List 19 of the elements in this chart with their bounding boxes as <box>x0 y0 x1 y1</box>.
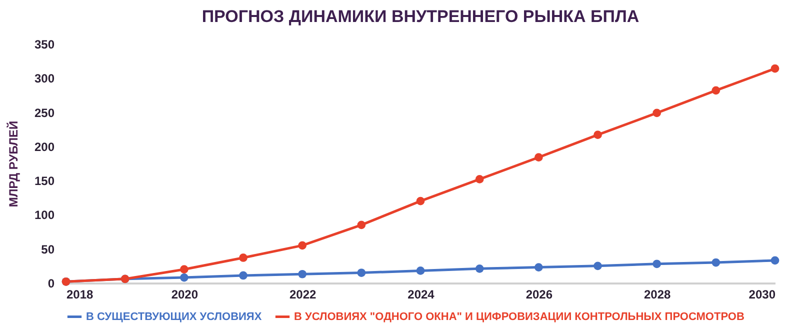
legend-label: В СУЩЕСТВУЮЩИХ УСЛОВИЯХ <box>86 310 262 323</box>
y-tick-label: 200 <box>34 140 55 154</box>
y-tick-label: 250 <box>34 106 55 120</box>
y-tick-label: 50 <box>41 242 55 256</box>
y-axis-title: МЛРД РУБЛЕЙ <box>6 120 20 208</box>
x-tick-label: 2030 <box>748 288 776 302</box>
y-tick-label: 150 <box>34 174 55 188</box>
y-tick-label: 100 <box>34 208 55 222</box>
chart-title: ПРОГНОЗ ДИНАМИКИ ВНУТРЕННЕГО РЫНКА БПЛА <box>202 7 640 26</box>
x-tick-label: 2018 <box>66 288 94 302</box>
legend-label: В УСЛОВИЯХ "ОДНОГО ОКНА" И ЦИФРОВИЗАЦИИ КОНТРОЛЬНЫХ ПРОСМОТРОВ <box>294 310 744 323</box>
y-tick-label: 350 <box>34 38 55 52</box>
x-tick-label: 2028 <box>644 288 672 302</box>
x-tick-label: 2026 <box>526 288 553 302</box>
x-tick-label: 2024 <box>408 288 435 302</box>
x-tick-label: 2022 <box>289 288 317 302</box>
x-tick-label: 2020 <box>171 288 198 302</box>
y-tick-label: 0 <box>48 276 55 290</box>
y-tick-label: 300 <box>34 72 55 86</box>
